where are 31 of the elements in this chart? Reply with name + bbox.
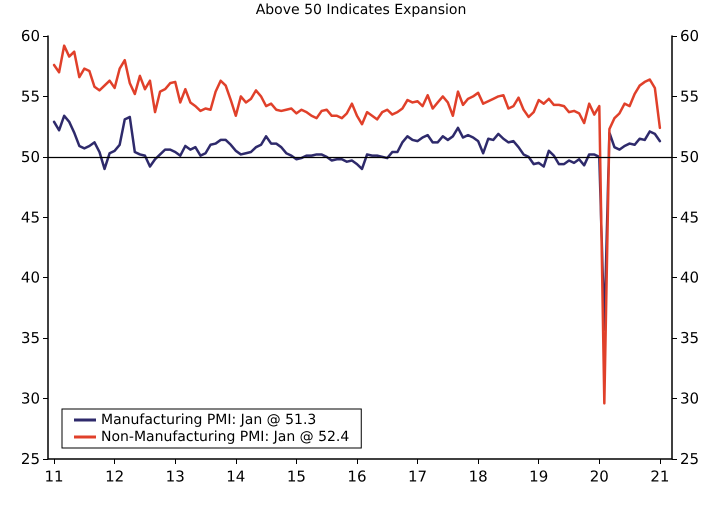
legend-label: Non-Manufacturing PMI: Jan @ 52.4 (101, 429, 350, 445)
y-tick-label: 55 (20, 87, 40, 106)
y-tick-label: 45 (20, 208, 40, 226)
x-tick-label: 16 (347, 468, 367, 486)
legend-label: Manufacturing PMI: Jan @ 51.3 (101, 412, 316, 428)
y2-tick-label: 40 (680, 268, 700, 287)
y-tick-label: 25 (20, 450, 40, 468)
y2-tick-label: 50 (680, 148, 700, 166)
x-tick-label: 21 (650, 468, 670, 486)
line-series (52, 44, 662, 405)
y2-tick-label: 30 (680, 390, 700, 408)
x-tick-label: 18 (468, 468, 488, 486)
y-tick-label: 35 (20, 329, 40, 348)
y2-tick-label: 25 (680, 450, 700, 468)
x-tick-label: 19 (529, 468, 548, 486)
y-tick-label: 40 (20, 268, 40, 287)
x-tick-label: 17 (408, 468, 428, 486)
x-tick-label: 11 (44, 468, 64, 486)
y-tick-label: 60 (20, 27, 40, 45)
y-tick-label: 30 (20, 390, 40, 408)
x-tick-label: 20 (590, 468, 609, 486)
x-tick-label: 13 (166, 468, 185, 486)
y2-tick-label: 55 (680, 87, 700, 106)
y-tick-label: 50 (20, 148, 40, 166)
y2-tick-label: 35 (680, 329, 700, 348)
x-tick-label: 15 (286, 468, 306, 486)
y2-tick-label: 45 (680, 208, 700, 226)
chart-subtitle: Above 50 Indicates Expansion (256, 2, 466, 18)
x-tick-label: 14 (226, 468, 246, 486)
x-tick-label: 12 (105, 468, 124, 486)
y2-tick-label: 60 (680, 27, 700, 45)
